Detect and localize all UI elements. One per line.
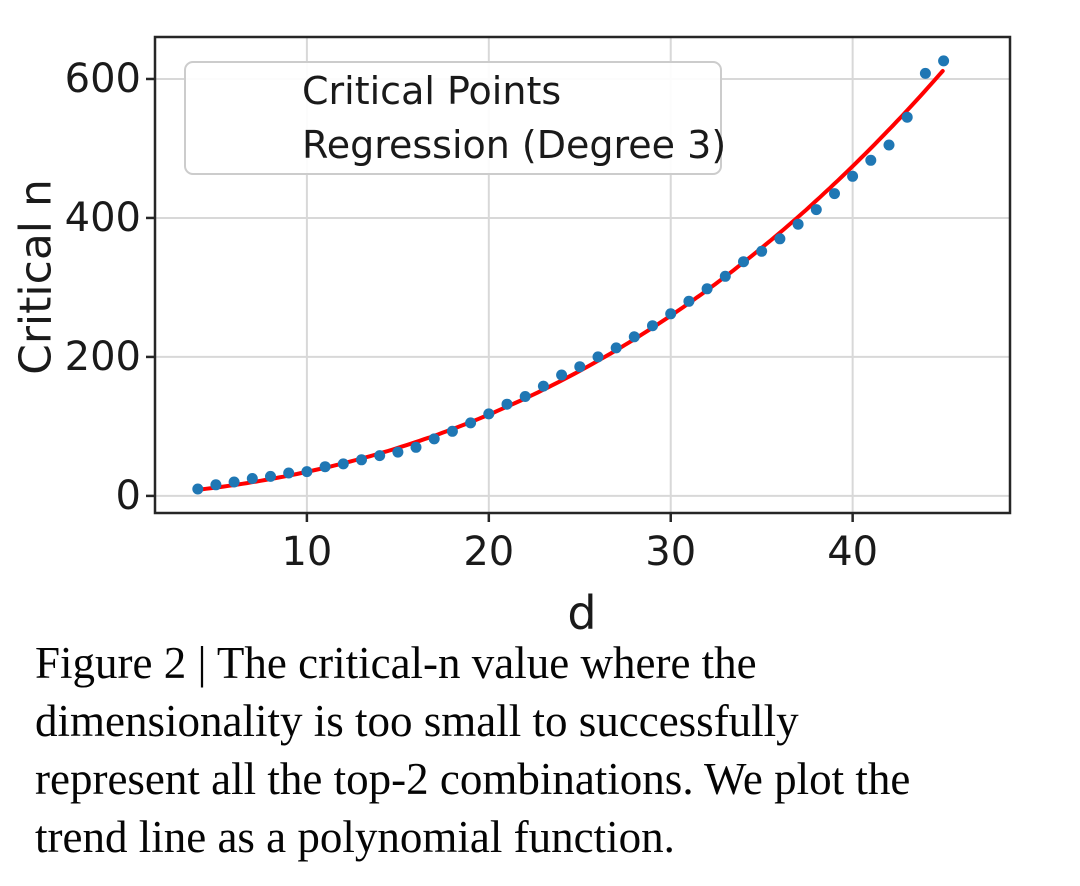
scatter-point [738, 256, 749, 268]
scatter-point [265, 470, 276, 482]
scatter-point [829, 188, 840, 200]
x-tick-label: 30 [645, 529, 697, 575]
x-tick-label: 40 [827, 529, 879, 575]
scatter-point [865, 154, 877, 166]
legend: Critical Points Regression (Degree 3) [184, 61, 726, 175]
scatter-point [301, 466, 313, 478]
scatter-point [228, 476, 240, 488]
legend-label-regression: Regression (Degree 3) [302, 122, 727, 167]
scatter-point [719, 270, 731, 282]
legend-marker-cell [186, 87, 302, 96]
scatter-point [210, 479, 222, 491]
scatter-point [501, 398, 513, 410]
x-axis-label: d [567, 586, 597, 640]
legend-label-critical-points: Critical Points [302, 69, 562, 114]
scatter-point [901, 111, 913, 123]
x-tick-label: 20 [463, 529, 515, 575]
caption-line: represent all the top-2 combinations. We… [35, 754, 911, 804]
scatter-point [283, 467, 295, 479]
scatter-point [428, 433, 440, 445]
scatter-point [192, 483, 204, 495]
y-tick-label: 400 [64, 194, 141, 241]
scatter-point [556, 369, 568, 381]
figure-caption: Figure 2 | The critical-n value where th… [35, 634, 1065, 866]
scatter-point [701, 283, 713, 295]
scatter-point [919, 67, 931, 79]
x-tick-label: 10 [281, 529, 333, 575]
scatter-point [483, 408, 495, 420]
scatter-point [410, 441, 422, 453]
scatter-point [337, 458, 349, 470]
plot-border [153, 35, 1012, 515]
scatter-point [519, 391, 531, 402]
scatter-point [683, 295, 695, 307]
chart-svg [146, 35, 1012, 522]
caption-line: trend line as a polynomial function. [35, 812, 675, 862]
scatter-point [465, 417, 477, 429]
scatter-point-icon [240, 87, 249, 96]
scatter-point [392, 446, 404, 458]
scatter-point [792, 218, 804, 230]
legend-row-regression: Regression (Degree 3) [186, 120, 726, 170]
scatter-point [756, 245, 768, 257]
legend-marker-cell [186, 143, 302, 147]
scatter-point [847, 170, 859, 182]
y-tick-label: 0 [115, 472, 141, 519]
scatter-point [610, 342, 622, 354]
scatter-point [592, 351, 604, 363]
scatter-point [446, 425, 458, 437]
regression-line-icon [206, 143, 282, 147]
y-axis-label: Critical n [10, 179, 62, 375]
scatter-point [356, 454, 367, 466]
caption-line: dimensionality is too small to successfu… [35, 696, 799, 746]
caption-line: Figure 2 | The critical-n value where th… [35, 638, 757, 688]
scatter-point [883, 139, 895, 151]
scatter-point [647, 320, 658, 332]
scatter-point [774, 233, 786, 245]
legend-row-critical-points: Critical Points [186, 66, 720, 116]
scatter-point [938, 55, 950, 67]
scatter-point [246, 473, 258, 484]
scatter-point [665, 308, 677, 320]
scatter-point [810, 204, 822, 216]
y-tick-label: 200 [64, 333, 141, 380]
y-tick-label: 600 [64, 55, 141, 102]
scatter-point [537, 380, 549, 392]
scatter-point [574, 361, 586, 373]
scatter-point [374, 450, 386, 462]
scatter-point [319, 461, 331, 473]
scatter-point [628, 331, 640, 343]
